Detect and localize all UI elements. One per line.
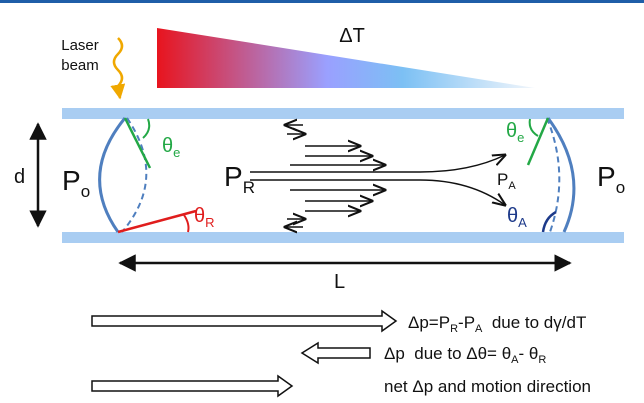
laser-label: Laser xyxy=(61,37,99,54)
legend-text: Δp=PR-PA due to dγ/dT xyxy=(408,313,586,335)
p-sub: R xyxy=(243,178,255,197)
theta-main: θ xyxy=(194,205,205,227)
legend-sub: R xyxy=(538,354,546,366)
legend-arrow xyxy=(92,376,292,396)
legend-part: -P xyxy=(458,313,475,332)
p-left: Po xyxy=(62,165,90,201)
legend-part: Δp due to Δθ= θ xyxy=(384,344,511,363)
theta-r: θR xyxy=(194,205,215,230)
legend-part: net Δp and motion direction xyxy=(384,377,591,396)
p-right: Po xyxy=(597,161,625,197)
p-sub: o xyxy=(616,178,625,197)
theta-sub: e xyxy=(517,130,524,145)
p-r: PR xyxy=(224,161,255,197)
angle-arc xyxy=(530,119,538,136)
tangent-left xyxy=(125,118,150,168)
theta-sub: R xyxy=(205,215,214,230)
legend: Δp=PR-PA due to dγ/dT Δp due to Δθ= θA- θ… xyxy=(384,313,591,396)
diagram: ΔT Laser beam d Po Po θe θR PR PA θe θA … xyxy=(0,0,644,403)
theta-a: θA xyxy=(507,205,527,230)
angle-arc xyxy=(143,119,149,138)
top-wall xyxy=(62,108,624,119)
p-main: P xyxy=(497,170,508,189)
left-meniscus xyxy=(100,118,125,232)
legend-sub: R xyxy=(450,323,458,335)
legend-arrow xyxy=(302,343,370,363)
p-main: P xyxy=(224,161,243,192)
legend-part: Δp=P xyxy=(408,313,450,332)
flow-arrow xyxy=(250,180,505,205)
bottom-wall xyxy=(62,232,624,243)
theta-sub: A xyxy=(518,215,527,230)
theta-main: θ xyxy=(506,120,517,142)
theta-sub: e xyxy=(173,145,180,160)
p-main: P xyxy=(597,161,616,192)
top-rule xyxy=(0,0,644,3)
legend-part: due to dγ/dT xyxy=(482,313,586,332)
delta-t-label: ΔT xyxy=(339,25,365,47)
legend-arrows xyxy=(92,311,396,396)
p-sub: o xyxy=(81,182,90,201)
theta-main: θ xyxy=(162,135,173,157)
angle-arc xyxy=(184,215,189,232)
legend-text: Δp due to Δθ= θA- θR xyxy=(384,344,546,366)
d-label: d xyxy=(14,166,25,188)
theta-e-left: θe xyxy=(162,135,180,160)
legend-text: net Δp and motion direction xyxy=(384,377,591,396)
theta-main: θ xyxy=(507,205,518,227)
p-sub: A xyxy=(508,180,516,192)
laser-arrow xyxy=(114,38,122,98)
legend-part: - θ xyxy=(519,344,539,363)
flow-arrow xyxy=(250,155,505,172)
laser-label: beam xyxy=(61,57,99,74)
flow-arrows xyxy=(250,125,505,227)
p-a: PA xyxy=(497,170,516,192)
theta-e-right: θe xyxy=(506,120,524,145)
tangent-right xyxy=(528,118,548,165)
legend-arrow xyxy=(92,311,396,331)
p-main: P xyxy=(62,165,81,196)
l-label: L xyxy=(334,271,345,293)
